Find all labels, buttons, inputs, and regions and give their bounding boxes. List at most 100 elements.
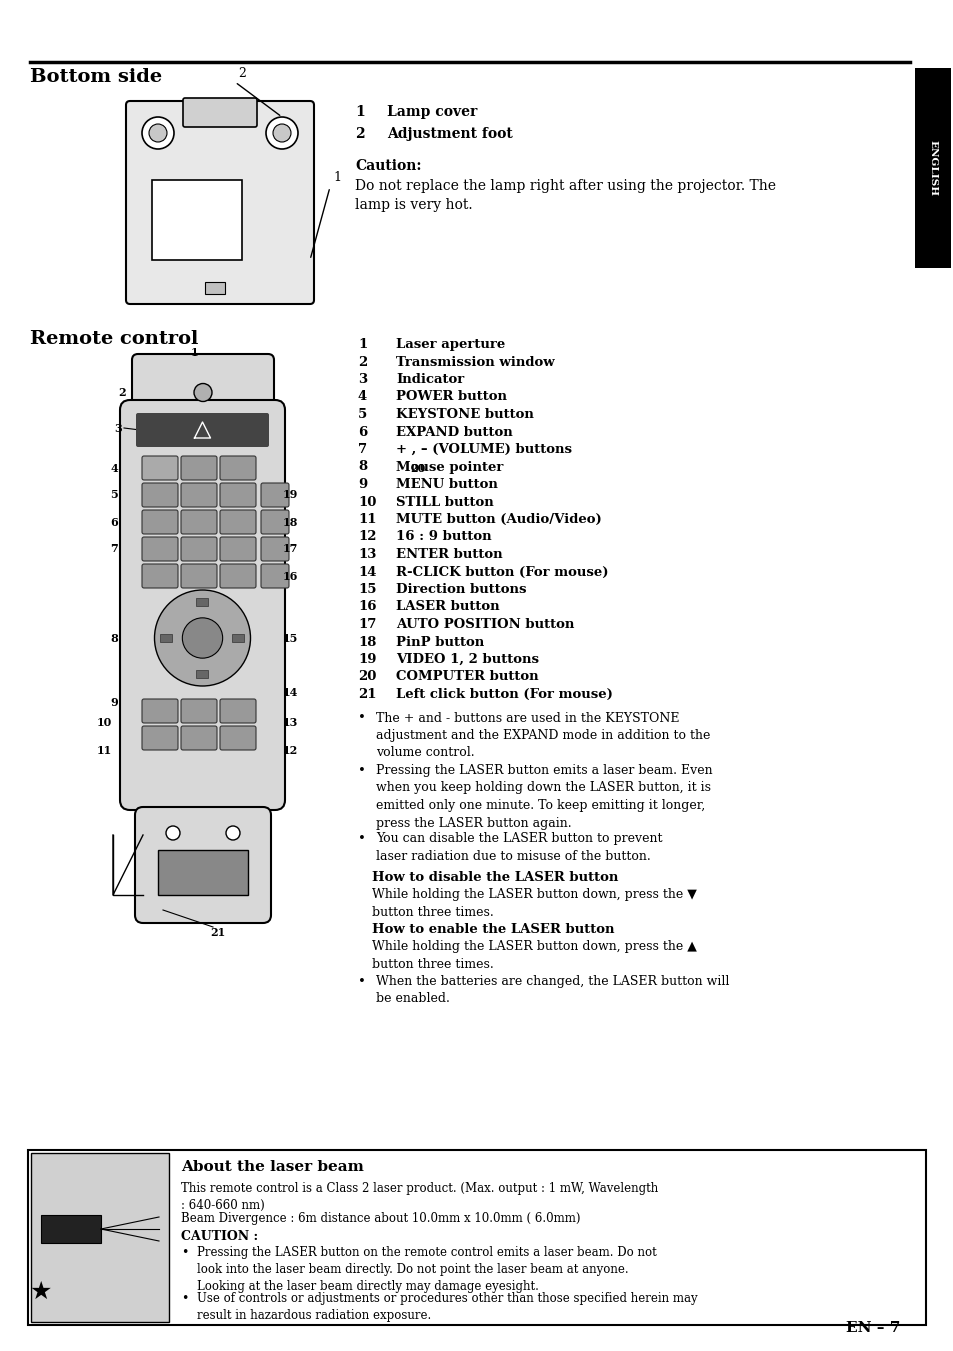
- FancyBboxPatch shape: [142, 563, 178, 588]
- Text: 1: 1: [191, 346, 198, 358]
- Text: Adjustment foot: Adjustment foot: [387, 127, 512, 141]
- Text: 1: 1: [357, 338, 367, 351]
- Text: Do not replace the lamp right after using the projector. The
lamp is very hot.: Do not replace the lamp right after usin…: [355, 178, 775, 212]
- Text: 21: 21: [211, 927, 226, 938]
- Text: MUTE button (Audio/Video): MUTE button (Audio/Video): [395, 513, 601, 526]
- Text: 14: 14: [357, 566, 376, 578]
- Text: 6: 6: [111, 516, 118, 527]
- Text: 4: 4: [111, 462, 118, 473]
- Text: Lamp cover: Lamp cover: [387, 105, 476, 119]
- Bar: [28, 1150, 925, 1325]
- Circle shape: [182, 617, 222, 658]
- Text: ENTER button: ENTER button: [395, 549, 502, 561]
- Text: Pressing the LASER button emits a laser beam. Even
when you keep holding down th: Pressing the LASER button emits a laser …: [375, 765, 712, 830]
- Bar: [233, 634, 244, 642]
- Text: •: •: [357, 975, 366, 988]
- Text: 11: 11: [357, 513, 376, 526]
- Text: 1: 1: [355, 105, 364, 119]
- Text: ENGLISH: ENGLISH: [927, 141, 937, 196]
- FancyBboxPatch shape: [220, 457, 255, 480]
- Bar: [30, 1152, 169, 1323]
- Text: R-CLICK button (For mouse): R-CLICK button (For mouse): [395, 566, 608, 578]
- Text: 7: 7: [111, 543, 118, 554]
- Text: 12: 12: [283, 744, 298, 755]
- FancyBboxPatch shape: [220, 698, 255, 723]
- Text: 4: 4: [357, 390, 367, 404]
- Text: •: •: [357, 765, 366, 777]
- Text: •: •: [181, 1246, 188, 1259]
- FancyBboxPatch shape: [142, 509, 178, 534]
- Text: Use of controls or adjustments or procedures other than those specified herein m: Use of controls or adjustments or proced…: [196, 1292, 697, 1323]
- Text: MENU button: MENU button: [395, 478, 497, 490]
- Text: 8: 8: [111, 632, 118, 643]
- Text: Pressing the LASER button on the remote control emits a laser beam. Do not
look : Pressing the LASER button on the remote …: [196, 1246, 656, 1293]
- FancyBboxPatch shape: [181, 725, 216, 750]
- FancyBboxPatch shape: [142, 698, 178, 723]
- Circle shape: [149, 124, 167, 142]
- Circle shape: [154, 590, 251, 686]
- Text: While holding the LASER button down, press the ▼
button three times.: While holding the LASER button down, pre…: [372, 888, 696, 919]
- Text: 6: 6: [357, 426, 367, 439]
- Bar: [41, 1215, 101, 1243]
- Text: How to enable the LASER button: How to enable the LASER button: [372, 923, 614, 936]
- Text: While holding the LASER button down, press the ▲
button three times.: While holding the LASER button down, pre…: [372, 940, 696, 970]
- Text: EN – 7: EN – 7: [844, 1321, 899, 1335]
- Text: + , – (VOLUME) buttons: + , – (VOLUME) buttons: [395, 443, 572, 457]
- Text: 9: 9: [111, 697, 118, 708]
- FancyBboxPatch shape: [181, 698, 216, 723]
- Text: 17: 17: [357, 617, 376, 631]
- Text: You can disable the LASER button to prevent
laser radiation due to misuse of the: You can disable the LASER button to prev…: [375, 832, 661, 862]
- Text: 10: 10: [357, 496, 376, 508]
- Bar: [160, 634, 172, 642]
- Text: 13: 13: [283, 717, 298, 728]
- Circle shape: [142, 118, 173, 149]
- Text: 1: 1: [333, 172, 340, 184]
- FancyBboxPatch shape: [220, 725, 255, 750]
- Text: 9: 9: [357, 478, 367, 490]
- Text: Remote control: Remote control: [30, 330, 198, 349]
- Bar: [914, 68, 950, 267]
- FancyBboxPatch shape: [181, 536, 216, 561]
- FancyBboxPatch shape: [126, 101, 314, 304]
- Text: 5: 5: [111, 489, 118, 500]
- Text: The + and - buttons are used in the KEYSTONE
adjustment and the EXPAND mode in a: The + and - buttons are used in the KEYS…: [375, 712, 710, 759]
- Text: When the batteries are changed, the LASER button will
be enabled.: When the batteries are changed, the LASE…: [375, 975, 729, 1005]
- FancyBboxPatch shape: [261, 509, 289, 534]
- Bar: [152, 180, 242, 259]
- FancyBboxPatch shape: [181, 563, 216, 588]
- Text: 3: 3: [357, 373, 367, 386]
- FancyBboxPatch shape: [142, 725, 178, 750]
- FancyBboxPatch shape: [261, 563, 289, 588]
- Text: AUTO POSITION button: AUTO POSITION button: [395, 617, 574, 631]
- Text: 11: 11: [96, 744, 112, 755]
- Text: 5: 5: [357, 408, 367, 422]
- FancyBboxPatch shape: [142, 536, 178, 561]
- Text: COMPUTER button: COMPUTER button: [395, 670, 538, 684]
- Text: 10: 10: [96, 717, 112, 728]
- Bar: [196, 670, 209, 678]
- FancyBboxPatch shape: [220, 509, 255, 534]
- Text: ★: ★: [30, 1279, 52, 1304]
- FancyBboxPatch shape: [261, 484, 289, 507]
- FancyBboxPatch shape: [181, 457, 216, 480]
- Text: 18: 18: [283, 516, 298, 527]
- Text: 15: 15: [283, 632, 298, 643]
- Text: •: •: [357, 712, 366, 724]
- Circle shape: [166, 825, 180, 840]
- Text: PinP button: PinP button: [395, 635, 484, 648]
- Text: Indicator: Indicator: [395, 373, 464, 386]
- Text: 2: 2: [355, 127, 364, 141]
- Text: Direction buttons: Direction buttons: [395, 584, 526, 596]
- Text: Beam Divergence : 6m distance about 10.0mm x 10.0mm ( 6.0mm): Beam Divergence : 6m distance about 10.0…: [181, 1212, 579, 1225]
- Text: 3: 3: [114, 423, 122, 434]
- Text: STILL button: STILL button: [395, 496, 494, 508]
- Text: About the laser beam: About the laser beam: [181, 1161, 363, 1174]
- FancyBboxPatch shape: [142, 484, 178, 507]
- Text: 19: 19: [283, 489, 298, 500]
- FancyBboxPatch shape: [181, 484, 216, 507]
- Bar: [196, 598, 209, 607]
- FancyBboxPatch shape: [135, 807, 271, 923]
- Text: EXPAND button: EXPAND button: [395, 426, 512, 439]
- Text: 16 : 9 button: 16 : 9 button: [395, 531, 491, 543]
- Text: 21: 21: [357, 688, 376, 701]
